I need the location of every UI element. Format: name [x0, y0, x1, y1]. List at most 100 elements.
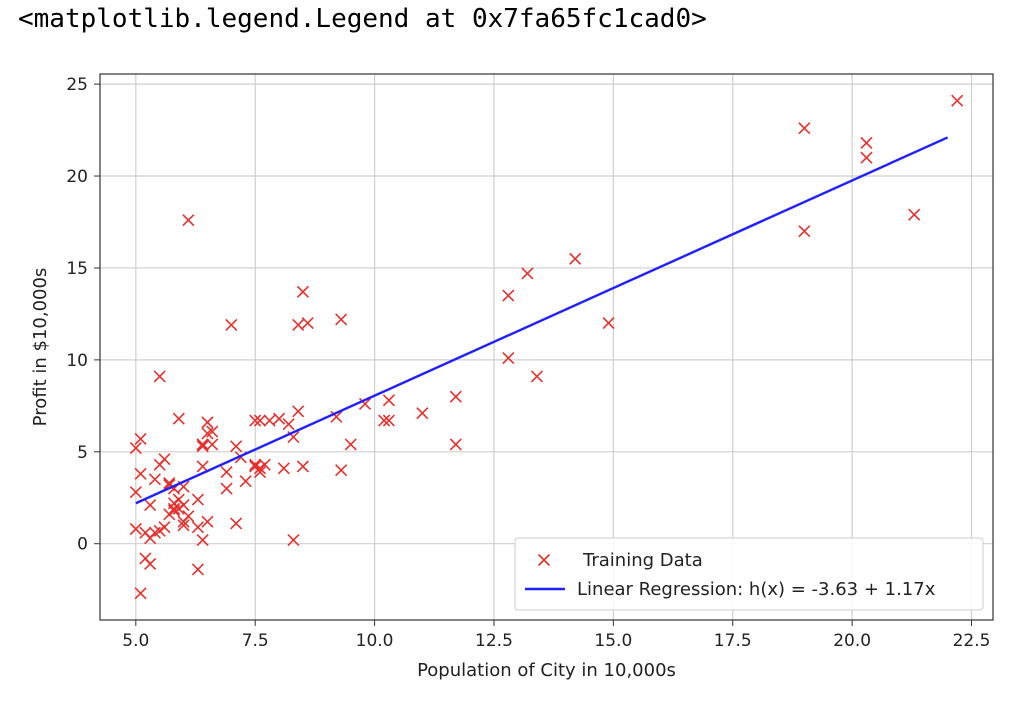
training-data-point	[530, 370, 544, 383]
training-data-point	[230, 517, 243, 530]
training-data-point	[344, 438, 357, 451]
y-tick-label: 10	[66, 351, 88, 371]
training-data-point	[196, 440, 209, 453]
training-data-point	[798, 225, 811, 238]
training-data-point	[282, 418, 295, 431]
training-data-point	[798, 122, 811, 135]
training-data-point	[201, 515, 214, 528]
y-tick-label: 15	[66, 259, 88, 279]
training-data-point	[196, 460, 209, 473]
training-data-point	[951, 94, 964, 107]
training-data-point	[335, 464, 348, 477]
training-data-point	[201, 416, 214, 429]
training-data-point	[449, 438, 462, 451]
training-data-point	[191, 563, 204, 576]
training-data-point	[220, 465, 233, 479]
x-tick-label: 22.5	[953, 631, 991, 651]
training-data-point	[249, 414, 262, 427]
training-data-point	[860, 136, 873, 150]
training-data-point	[569, 252, 582, 265]
training-data-point	[153, 370, 166, 383]
training-data-point	[230, 440, 243, 453]
training-data-point	[153, 458, 166, 471]
legend-box	[514, 537, 984, 611]
training-data-point	[167, 497, 181, 510]
training-data-point	[206, 438, 219, 451]
training-data-point	[335, 313, 348, 326]
y-tick-label: 20	[66, 167, 88, 187]
legend-training-marker	[537, 553, 551, 567]
training-data-point	[253, 414, 267, 427]
training-data-point	[172, 412, 185, 425]
training-data-point	[239, 475, 252, 488]
training-data-point	[134, 467, 147, 480]
regression-line	[135, 136, 949, 505]
training-data-point	[860, 151, 873, 164]
x-tick-label: 20.0	[833, 631, 871, 651]
legend-regression-label: Linear Regression: h(x) = -3.63 + 1.17x	[577, 579, 936, 600]
x-axis-ticks: 5.0 7.5 10.0 12.5 15.0 17.5 20.0 22.5	[122, 620, 990, 651]
x-tick-label: 10.0	[356, 631, 394, 651]
training-data-point	[134, 587, 147, 600]
x-tick-label: 17.5	[714, 631, 752, 651]
training-data-point	[296, 460, 310, 473]
training-data-point	[521, 267, 534, 280]
training-data-point	[191, 521, 204, 534]
training-data-point	[416, 407, 429, 420]
training-data-point	[182, 214, 195, 227]
training-data-point	[908, 208, 921, 221]
regression-line-group	[135, 136, 949, 505]
x-tick-label: 5.0	[122, 631, 149, 651]
training-data-point	[330, 410, 343, 423]
training-data-point	[258, 458, 271, 471]
y-tick-label: 0	[77, 535, 88, 555]
training-data-point	[144, 499, 157, 512]
training-data-points	[129, 94, 964, 600]
legend-training-label: Training Data	[582, 550, 703, 571]
training-data-point	[287, 533, 300, 547]
training-data-point	[225, 318, 238, 332]
training-data-point	[177, 519, 190, 532]
training-data-point	[273, 412, 286, 425]
training-data-point	[301, 317, 314, 330]
training-data-point	[191, 493, 204, 506]
training-data-point	[277, 462, 290, 475]
training-data-point	[502, 289, 515, 302]
y-tick-label: 5	[77, 443, 88, 463]
training-data-point	[292, 405, 305, 418]
training-data-point	[378, 414, 391, 427]
training-data-point	[206, 425, 219, 438]
training-data-point	[144, 557, 157, 570]
training-data-point	[148, 473, 161, 486]
training-data-point	[144, 532, 157, 545]
training-data-point	[382, 414, 395, 427]
training-data-point	[196, 438, 209, 451]
y-tick-label: 25	[66, 75, 88, 95]
legend: Training Data Linear Regression: h(x) = …	[514, 537, 984, 611]
x-tick-label: 12.5	[475, 631, 513, 651]
training-data-point	[296, 285, 310, 298]
training-data-point	[196, 533, 209, 547]
y-axis-label: Profit in $10,000s	[30, 268, 51, 427]
training-data-point	[129, 522, 142, 536]
training-data-point	[263, 414, 276, 427]
x-tick-label: 7.5	[242, 631, 269, 651]
training-data-point	[602, 317, 615, 330]
training-data-point	[449, 390, 462, 403]
training-data-point	[158, 521, 171, 534]
training-data-point	[129, 486, 142, 499]
training-data-point	[292, 318, 305, 332]
x-tick-label: 15.0	[594, 631, 632, 651]
x-axis-label: Population of City in 10,000s	[417, 660, 676, 681]
plot-frame	[99, 73, 994, 621]
output-repr-text: <matplotlib.legend.Legend at 0x7fa65fc1c…	[18, 4, 707, 34]
training-data-point	[177, 499, 190, 512]
training-data-point	[129, 442, 142, 455]
y-axis-ticks: 0 5 10 15 20 25	[66, 75, 100, 555]
training-data-point	[134, 432, 147, 445]
training-data-point	[163, 508, 176, 521]
training-data-point	[220, 482, 233, 495]
training-data-point	[502, 351, 515, 365]
training-data-point	[382, 394, 395, 407]
